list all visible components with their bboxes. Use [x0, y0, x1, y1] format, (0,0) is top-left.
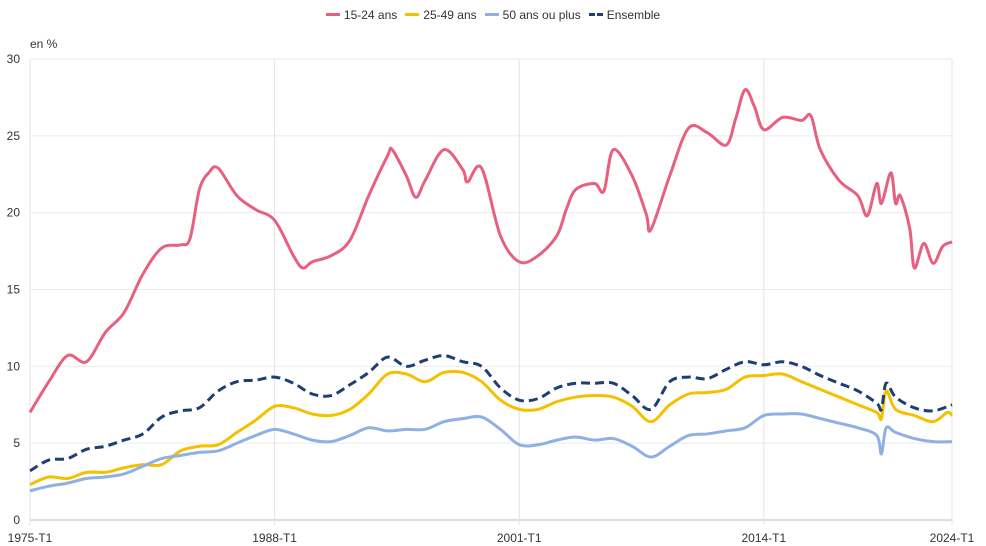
y-tick-label: 30: [7, 52, 21, 66]
legend-swatch: [405, 13, 420, 16]
legend-swatch: [484, 13, 499, 16]
x-tick-label: 2001-T1: [497, 531, 542, 545]
x-tick-label: 1988-T1: [252, 531, 297, 545]
series-line-15-24-ans: [28, 88, 953, 414]
y-tick-label: 0: [13, 513, 20, 527]
y-tick-label: 5: [13, 436, 20, 450]
series-line-25-49-ans: [29, 369, 954, 487]
legend-item[interactable]: 50 ans ou plus: [484, 7, 581, 22]
x-tick-label: 1975-T1: [8, 531, 53, 545]
legend-label: 15-24 ans: [343, 7, 398, 22]
y-tick-label: 15: [7, 283, 21, 297]
y-tick-label: 20: [7, 206, 21, 220]
legend-swatch: [588, 13, 603, 16]
x-tick-label: 2014-T1: [741, 531, 786, 545]
legend-label: 25-49 ans: [423, 7, 477, 22]
legend-item[interactable]: Ensemble: [588, 7, 661, 22]
legend-swatch: [325, 13, 340, 16]
legend-item[interactable]: 15-24 ans: [325, 7, 398, 22]
y-axis-unit-label: en %: [30, 37, 58, 51]
series-line-ensemble: [29, 354, 953, 473]
y-tick-label: 10: [7, 359, 21, 373]
series-line-50-ans-ou-plus: [29, 412, 953, 493]
legend-item[interactable]: 25-49 ans: [405, 7, 477, 22]
legend: 15-24 ans 25-49 ans 50 ans ou plus Ensemble: [0, 5, 986, 22]
legend-label: 50 ans ou plus: [502, 7, 581, 22]
legend-label: Ensemble: [606, 7, 661, 22]
x-tick-label: 2024-T1: [930, 531, 975, 545]
y-tick-label: 25: [7, 129, 21, 143]
